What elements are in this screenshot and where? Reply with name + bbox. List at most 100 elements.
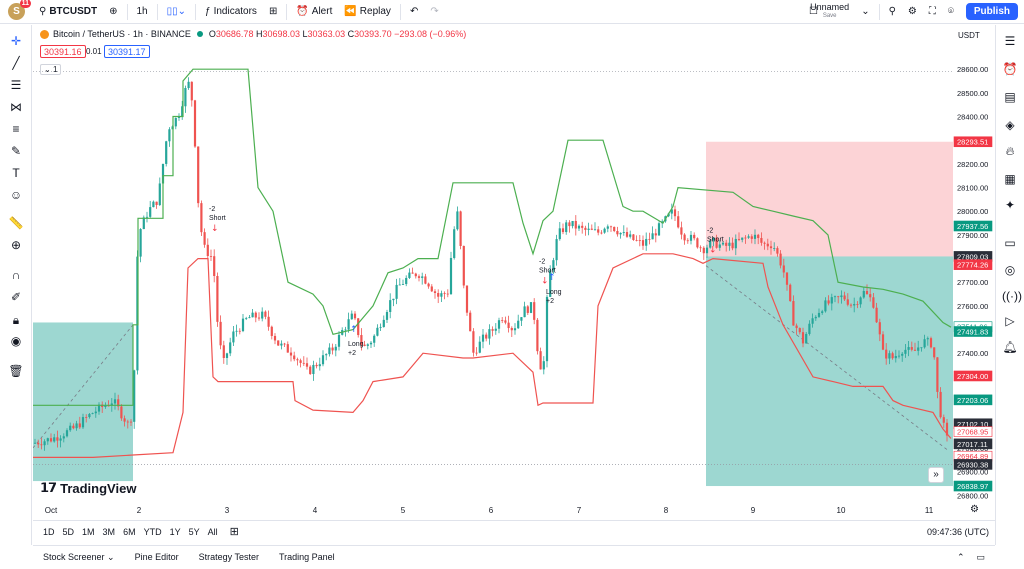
range-3m[interactable]: 3M <box>102 526 116 537</box>
brush-icon[interactable]: ✎ <box>10 144 22 158</box>
add-symbol-button[interactable]: ⊕ <box>109 6 118 17</box>
magnet-icon[interactable]: ∩ <box>11 268 21 282</box>
range-1m[interactable]: 1M <box>82 526 95 537</box>
alert-button[interactable]: ⏰ Alert <box>296 6 333 17</box>
price-axis-tick: 26900.00 <box>957 468 988 477</box>
candle-body <box>430 286 433 292</box>
fib-icon[interactable]: ≡ <box>12 122 20 136</box>
candle-body <box>645 238 648 246</box>
panel-tab-strategy-tester[interactable]: Strategy Tester <box>198 552 259 562</box>
range-all[interactable]: All <box>207 526 218 537</box>
utc-clock[interactable]: 09:47:36 (UTC) <box>926 526 989 537</box>
candle-body <box>728 242 731 246</box>
candle-body <box>277 340 280 346</box>
chevron-down-icon[interactable]: ⌄ <box>861 6 870 17</box>
layout-save[interactable]: Unnamed Save <box>810 1 850 19</box>
svg-text:-2: -2 <box>209 206 215 213</box>
range-5y[interactable]: 5Y <box>188 526 200 537</box>
trash-icon[interactable]: 🗑︎ <box>8 364 24 378</box>
broadcast-icon[interactable]: ((·)) <box>1002 289 1022 303</box>
goto-date-icon[interactable]: ⊞ <box>229 526 239 538</box>
calendar-icon[interactable]: ▦ <box>1004 172 1016 186</box>
quick-search-icon[interactable]: ⚲ <box>888 6 896 17</box>
candle-body <box>635 239 638 241</box>
interval-button[interactable]: 1h <box>136 6 148 17</box>
layout-box-icon[interactable]: ☐ <box>809 6 818 17</box>
camera-icon[interactable]: ⌾ <box>947 6 954 17</box>
scroll-to-realtime-button[interactable]: » <box>928 467 944 483</box>
price-axis-tick: 26800.00 <box>957 491 988 500</box>
candle-body <box>545 296 549 362</box>
candle-body <box>648 238 651 240</box>
hotlist-icon[interactable]: 🔥︎ <box>1005 144 1015 158</box>
emoji-icon[interactable]: ☺ <box>9 188 23 202</box>
text-icon[interactable]: T <box>12 166 20 180</box>
pitchfork-icon[interactable]: ⋈ <box>10 100 22 114</box>
candle-body <box>478 341 481 353</box>
undo-icon[interactable]: ↶ <box>409 6 419 17</box>
collapse-legend-button[interactable]: ⌄ 1 <box>40 64 62 75</box>
layers-icon[interactable]: ◈ <box>1005 118 1015 132</box>
chart-settings-icon[interactable]: ⚙ <box>970 504 979 515</box>
candle-body <box>811 318 814 324</box>
candle-body <box>840 295 843 298</box>
sell-price[interactable]: 30391.16 <box>40 45 86 58</box>
layouts-icon[interactable]: ⊞ <box>268 6 278 17</box>
candle-body <box>254 312 257 318</box>
symbol-search[interactable]: ⚲ BTCUSDT <box>39 6 98 17</box>
currency-selector[interactable]: USDT <box>958 31 980 40</box>
candle-body <box>405 277 408 285</box>
candle-body <box>273 335 277 341</box>
notification-badge: 11 <box>19 0 31 8</box>
short-signal-label: -2 Short <box>539 258 556 274</box>
price-tag-label: 26838.97 <box>957 482 988 491</box>
ruler-icon[interactable]: 📏 <box>8 216 24 230</box>
collapse-panel-icon[interactable]: ⌃ <box>956 552 965 562</box>
svg-text:-2: -2 <box>539 258 545 265</box>
candles-style-icon[interactable]: ▯▯⌄ <box>166 6 187 17</box>
streams-icon[interactable]: ◎ <box>1004 263 1016 277</box>
alerts-icon[interactable]: ⏰ <box>1002 62 1018 76</box>
price-chart[interactable]: -2Short↓Long+2↑-2Short↓Long+2↑-2Short↓28… <box>33 25 995 520</box>
bell-icon[interactable]: 🔔︎ <box>1002 340 1018 354</box>
price-axis-tick: 28500.00 <box>957 89 988 98</box>
publish-button[interactable]: Publish <box>965 3 1018 20</box>
candle-body <box>837 296 840 298</box>
maximize-panel-icon[interactable]: ▭ <box>976 552 985 562</box>
buy-price[interactable]: 30391.17 <box>104 45 150 58</box>
fullscreen-icon[interactable]: ⛶ <box>928 6 936 17</box>
candle-body <box>286 344 289 353</box>
panel-tab-stock-screener[interactable]: Stock Screener ⌄ <box>43 552 115 562</box>
play-icon[interactable]: ▷ <box>1005 314 1015 328</box>
watchlist-icon[interactable]: ☰ <box>1004 34 1016 48</box>
range-6m[interactable]: 6M <box>123 526 136 537</box>
time-axis-tick: 7 <box>577 506 582 515</box>
trend-line-icon[interactable]: ╱ <box>12 56 20 70</box>
panel-tab-pine-editor[interactable]: Pine Editor <box>134 552 179 562</box>
crosshair-icon[interactable]: ✛ <box>10 34 22 48</box>
panel-tab-trading-panel[interactable]: Trading Panel <box>278 552 335 562</box>
lock-drawings-icon[interactable]: ✐ <box>10 290 22 304</box>
range-1y[interactable]: 1Y <box>169 526 181 537</box>
lock-icon[interactable]: 🔒︎ <box>12 313 20 327</box>
range-ytd[interactable]: YTD <box>143 526 162 537</box>
range-5d[interactable]: 5D <box>62 526 75 537</box>
price-tag-label: 27102.10 <box>957 420 988 429</box>
zoom-in-icon[interactable]: ⊕ <box>10 238 22 252</box>
indicators-button[interactable]: ƒ Indicators <box>205 6 257 17</box>
bitcoin-icon <box>40 29 49 39</box>
redo-icon[interactable]: ↷ <box>430 6 439 17</box>
candle-body <box>408 272 411 278</box>
chat-icon[interactable]: ▭ <box>1004 236 1016 250</box>
range-1d[interactable]: 1D <box>43 526 55 537</box>
settings-icon[interactable]: ⚙ <box>907 6 917 17</box>
candle-body <box>235 330 238 332</box>
candle-body <box>328 347 331 355</box>
eye-icon[interactable]: ◉ <box>10 334 22 348</box>
price-tag-label: 27017.11 <box>957 440 988 449</box>
user-avatar[interactable]: S 11 <box>8 0 31 20</box>
ideas-icon[interactable]: ✦ <box>1004 198 1016 212</box>
replay-button[interactable]: ⏪ Replay <box>344 6 391 17</box>
horizontal-lines-icon[interactable]: ☰ <box>10 78 22 92</box>
news-icon[interactable]: ▤ <box>1004 90 1016 104</box>
